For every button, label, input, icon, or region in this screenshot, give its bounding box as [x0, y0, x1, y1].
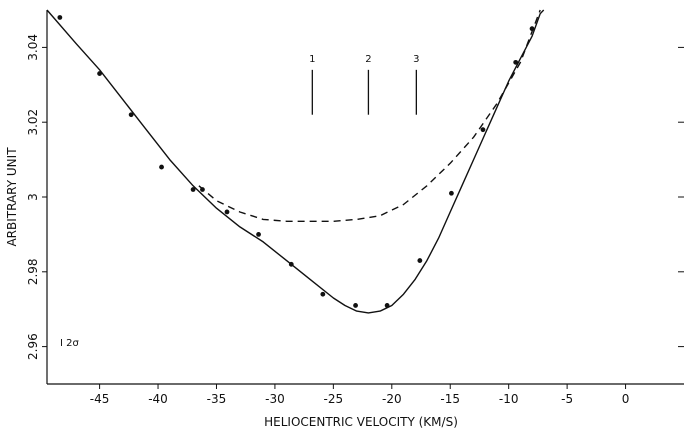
x-tick-label: -30 — [265, 392, 285, 406]
data-point — [128, 112, 134, 118]
error-bar-annotation: I 2σ — [60, 338, 79, 349]
plot-frame — [46, 10, 684, 385]
x-tick-label: -25 — [324, 392, 344, 406]
x-tick-label: -15 — [440, 392, 460, 406]
data-point — [256, 232, 261, 237]
marker-label: 2 — [365, 54, 371, 65]
x-tick-label: -40 — [148, 392, 168, 406]
x-ticks: -45 -40 -35 -30 -25 -20 -15 -10 -5 0 — [90, 384, 630, 406]
marker-label: 1 — [309, 54, 315, 65]
y-tick-label: 3.02 — [26, 109, 40, 136]
data-point — [320, 291, 326, 297]
y-axis-title: ARBITRARY UNIT — [5, 147, 19, 247]
x-tick-label: -5 — [561, 392, 573, 406]
data-points — [57, 15, 535, 308]
data-point — [417, 258, 423, 263]
y-tick-label: 3 — [26, 193, 40, 201]
data-point — [384, 303, 390, 308]
x-axis-title: HELIOCENTRIC VELOCITY (KM/S) — [264, 415, 458, 429]
y-tick-label: 2.96 — [26, 333, 40, 360]
data-point — [529, 26, 535, 32]
x-tick-label: 0 — [622, 392, 630, 406]
curves — [46, 9, 545, 314]
x-tick-label: -35 — [207, 392, 227, 406]
y-tick-label: 3.04 — [26, 34, 40, 61]
data-point — [513, 59, 519, 65]
data-point — [57, 15, 63, 20]
data-point — [353, 303, 358, 308]
solid-fit-curve — [46, 9, 545, 314]
x-tick-label: -20 — [382, 392, 402, 406]
right-edge-ticks — [678, 46, 684, 348]
velocity-markers: 1 2 3 — [309, 54, 420, 115]
data-point — [200, 187, 205, 192]
x-tick-label: -45 — [90, 392, 110, 406]
data-point — [159, 164, 164, 170]
data-point — [97, 71, 102, 76]
data-point — [480, 127, 486, 133]
y-ticks: 2.96 2.98 3 3.02 3.04 — [26, 34, 47, 360]
data-point — [224, 209, 230, 215]
y-tick-label: 2.98 — [26, 258, 40, 285]
x-tick-label: -10 — [499, 392, 519, 406]
data-point — [190, 187, 196, 192]
data-point — [449, 190, 454, 196]
marker-label: 3 — [413, 54, 419, 65]
data-point — [288, 261, 294, 267]
dashed-curve — [198, 9, 541, 222]
